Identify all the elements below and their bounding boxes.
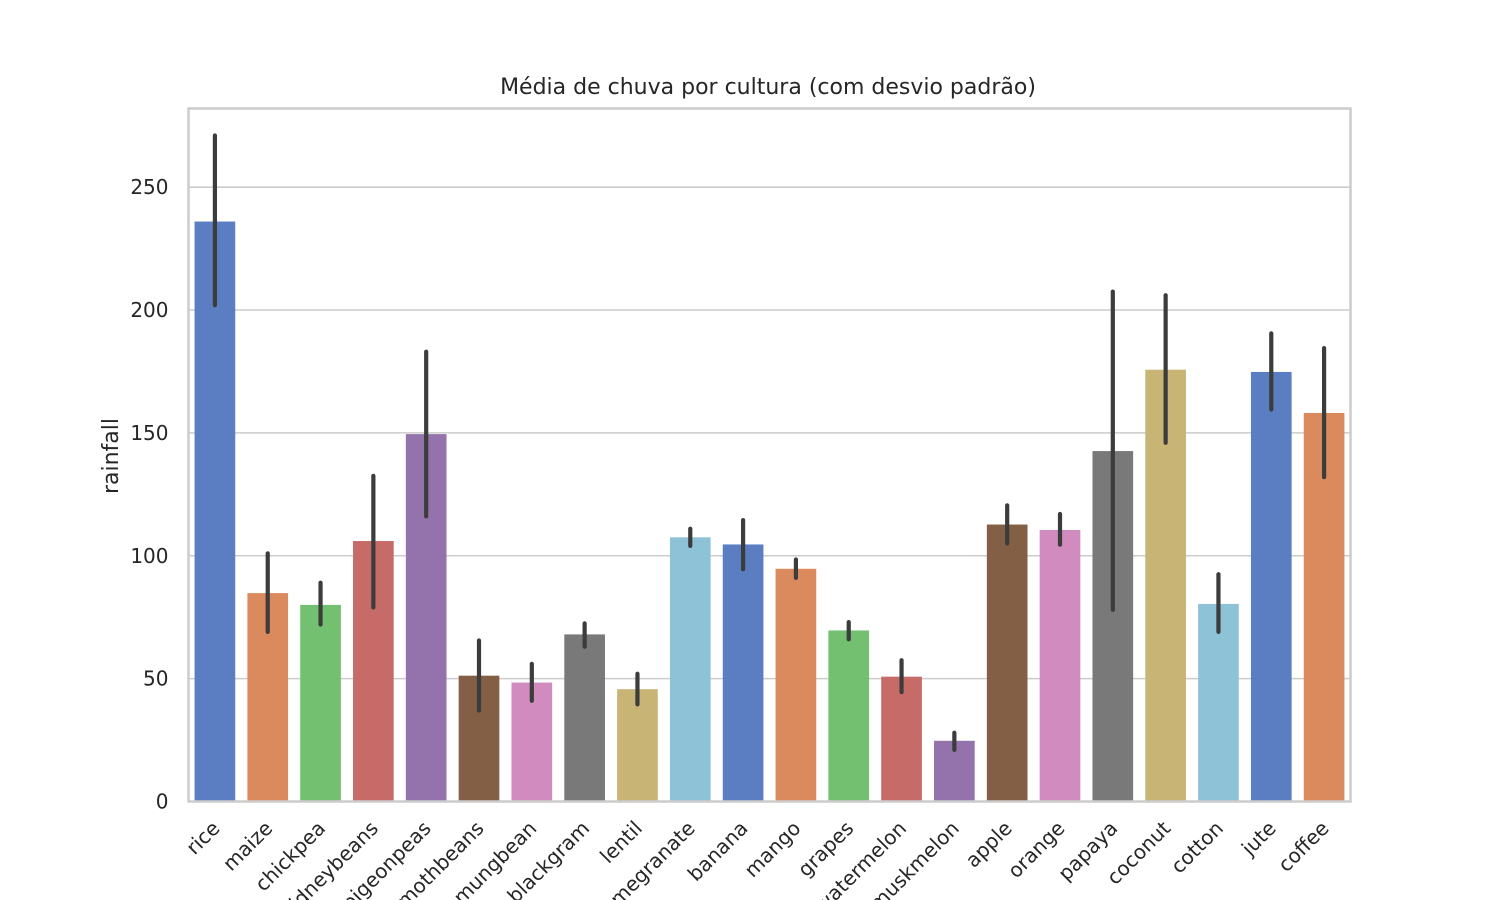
x-tick-label: mango	[739, 816, 805, 882]
bar-cotton	[1198, 603, 1239, 802]
bar-grapes	[828, 630, 870, 802]
y-tick-label: 100	[130, 544, 168, 568]
error-bars	[212, 133, 1327, 752]
bar-apple	[986, 524, 1028, 802]
bar-watermelon	[881, 676, 922, 802]
bar-mango	[775, 568, 817, 802]
y-axis-label: rainfall	[99, 418, 124, 494]
y-tick-label: 250	[130, 175, 168, 199]
y-tick-label: 150	[130, 421, 168, 445]
x-tick-label: cotton	[1166, 816, 1228, 878]
bar-banana	[722, 544, 764, 802]
y-tick-labels: 0 50 100 150 200 250	[130, 175, 168, 813]
bar-rice	[194, 221, 236, 802]
bar-chickpea	[300, 604, 341, 802]
x-tick-label: jute	[1236, 816, 1281, 861]
y-tick-label: 200	[130, 298, 168, 322]
bars	[194, 221, 1345, 802]
bar-orange	[1039, 529, 1081, 802]
bar-pomegranate	[669, 537, 711, 802]
y-tick-label: 50	[143, 667, 168, 691]
bar-blackgram	[564, 634, 605, 802]
x-tick-label: rice	[181, 816, 224, 859]
y-tick-label: 0	[156, 790, 169, 814]
x-tick-labels: ricemaizechickpeakidneybeanspigeonpeasmo…	[181, 816, 1333, 900]
plot-frame	[187, 107, 1352, 803]
x-tick-label: coffee	[1273, 816, 1334, 877]
bar-jute	[1250, 371, 1292, 802]
chart-title: Média de chuva por cultura (com desvio p…	[500, 75, 1036, 100]
bar-lentil	[617, 689, 658, 802]
